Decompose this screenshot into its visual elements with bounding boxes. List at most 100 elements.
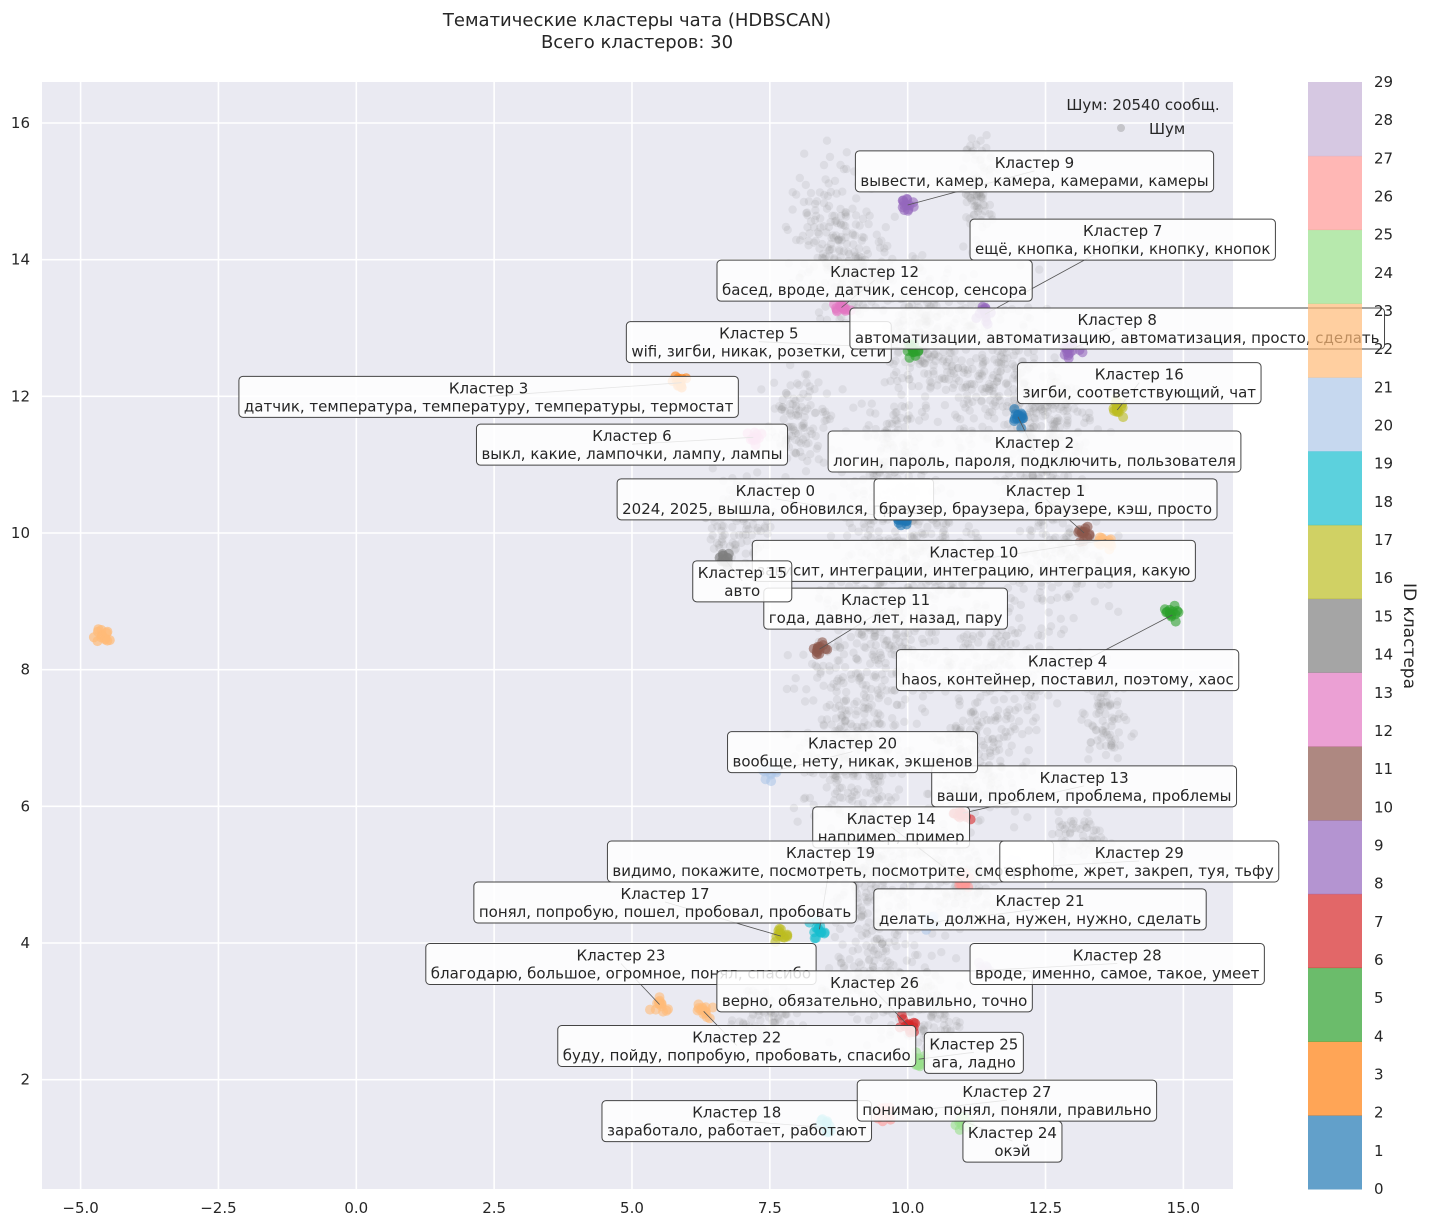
noise-point [830, 796, 839, 805]
noise-point [1097, 702, 1107, 711]
noise-point [841, 695, 851, 704]
noise-point [920, 412, 930, 421]
noise-point [1002, 631, 1011, 641]
noise-point [930, 636, 940, 645]
noise-point [880, 378, 889, 387]
noise-point [871, 670, 880, 680]
label-keywords: зависит, интеграции, интеграцию, интегра… [757, 561, 1190, 579]
noise-point [1010, 694, 1019, 704]
noise-point [958, 716, 968, 725]
noise-point [1010, 706, 1020, 715]
noise-point [987, 735, 997, 744]
noise-point [791, 674, 800, 683]
noise-point [886, 796, 896, 805]
noise-point [841, 706, 850, 715]
noise-point [818, 407, 828, 417]
noise-point [1088, 721, 1097, 730]
y-tick-label: 6 [20, 797, 30, 815]
noise-point [824, 222, 834, 232]
label-keywords: логин, пароль, пароля, подключить, польз… [833, 452, 1236, 470]
noise-point [1096, 693, 1105, 702]
noise-point [930, 350, 939, 360]
noise-point [1085, 413, 1094, 423]
noise-point [833, 775, 842, 785]
noise-point [997, 358, 1006, 367]
noise-point [1000, 420, 1009, 430]
noise-point [775, 402, 784, 411]
noise-point [836, 676, 846, 685]
noise-point [975, 204, 984, 213]
noise-point [813, 228, 823, 237]
noise-point [857, 630, 866, 639]
noise-point [865, 470, 874, 480]
noise-point [911, 950, 920, 960]
noise-point [725, 542, 735, 551]
noise-point [825, 666, 834, 675]
noise-point [976, 815, 985, 825]
noise-point [862, 681, 871, 690]
colorbar-tick-label: 2 [1374, 1104, 1384, 1122]
noise-point [1106, 741, 1116, 750]
noise-point [1002, 708, 1012, 717]
noise-point [790, 426, 800, 435]
noise-point [802, 370, 812, 379]
noise-point [851, 211, 861, 220]
noise-point [820, 416, 829, 425]
noise-point [851, 669, 860, 678]
noise-point [878, 771, 887, 780]
label-title: Кластер 12 [830, 263, 919, 281]
noise-point [719, 522, 728, 531]
noise-point [969, 210, 979, 220]
noise-point [963, 639, 973, 648]
label-keywords: года, давно, лет, назад, пару [769, 609, 1003, 627]
noise-point [941, 931, 950, 940]
noise-point [1083, 808, 1092, 817]
noise-point [990, 713, 1000, 722]
noise-point [880, 675, 889, 685]
noise-point [830, 774, 840, 783]
noise-point [1016, 470, 1025, 480]
noise-point [1060, 471, 1069, 481]
noise-point [1029, 422, 1038, 432]
noise-point [983, 727, 992, 736]
noise-point [993, 373, 1003, 383]
noise-point [871, 641, 880, 650]
noise-point [857, 630, 866, 639]
noise-point [859, 690, 869, 699]
noise-point [927, 628, 936, 637]
noise-point [1122, 715, 1131, 725]
noise-point [870, 779, 880, 789]
noise-point [793, 379, 802, 388]
noise-point [802, 378, 811, 387]
noise-point [1098, 697, 1108, 707]
noise-point [832, 682, 841, 692]
noise-point [864, 703, 873, 712]
noise-point [904, 401, 914, 410]
colorbar-segment [1308, 229, 1362, 304]
noise-point [837, 783, 847, 792]
label-keywords: видимо, покажите, посмотреть, посмотрите… [612, 862, 1048, 880]
noise-point [959, 399, 968, 409]
noise-point [852, 697, 861, 706]
noise-point [885, 644, 894, 653]
noise-point [804, 439, 813, 448]
noise-point [1104, 733, 1114, 742]
noise-point [787, 422, 796, 432]
noise-point [953, 363, 963, 373]
noise-point [875, 243, 885, 252]
noise-point [980, 201, 989, 210]
noise-point [869, 652, 878, 661]
noise-point [985, 408, 994, 417]
noise-point [937, 373, 947, 383]
noise-point [978, 350, 987, 359]
label-keywords: ага, ладно [932, 1053, 1016, 1071]
noise-point [820, 190, 829, 200]
noise-point [1101, 750, 1111, 760]
noise-point [851, 220, 861, 229]
noise-point [943, 367, 952, 377]
noise-point [822, 228, 831, 237]
noise-point [1098, 716, 1107, 726]
noise-point [1014, 703, 1023, 712]
noise-point [871, 409, 880, 418]
